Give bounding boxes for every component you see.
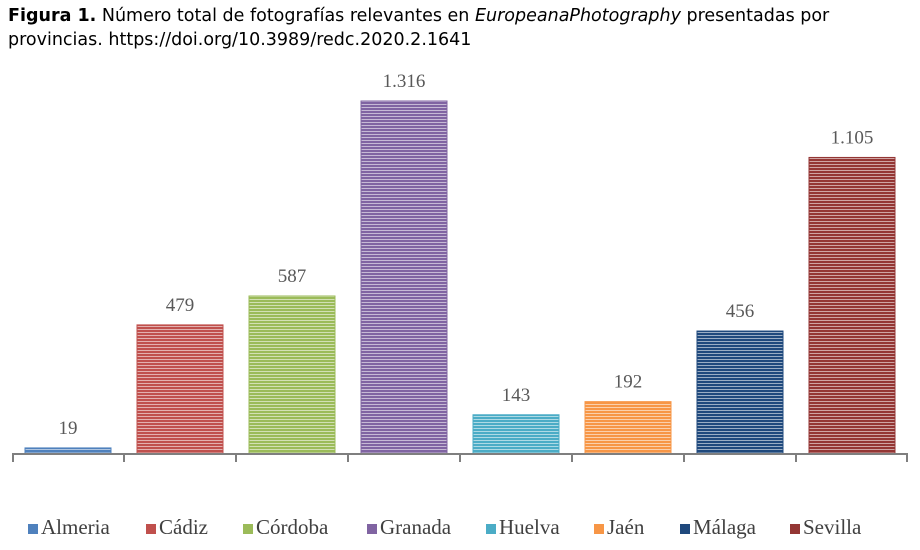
value-label-cadiz: 479: [166, 295, 195, 316]
legend-swatch-sevilla: [790, 524, 800, 534]
bars-group: [24, 100, 896, 454]
legend-swatch-cordoba: [243, 524, 253, 534]
value-label-jaen: 192: [614, 372, 643, 393]
legend-swatch-almeria: [28, 524, 38, 534]
legend-label-huelva: Huelva: [499, 515, 560, 539]
legend-label-cadiz: Cádiz: [159, 515, 208, 539]
legend-swatch-huelva: [486, 524, 496, 534]
bar-sevilla: [808, 156, 896, 454]
value-label-malaga: 456: [726, 301, 755, 322]
caption-italic: EuropeanaPhotography: [474, 6, 681, 26]
value-labels-group: 19 479 587 1.316 143 192 456 1.105: [59, 71, 874, 439]
legend-swatch-jaen: [594, 524, 604, 534]
legend-swatch-cadiz: [146, 524, 156, 534]
legend-label-almeria: Almeria: [41, 515, 110, 539]
bar-jaen: [584, 401, 672, 454]
bar-cadiz: [136, 324, 224, 454]
caption-text-before: Número total de fotografías relevantes e…: [96, 6, 475, 26]
bar-malaga: [696, 330, 784, 454]
value-label-granada: 1.316: [383, 71, 426, 92]
value-label-sevilla: 1.105: [831, 127, 874, 148]
bar-almeria: [24, 447, 112, 454]
legend-label-sevilla: Sevilla: [803, 515, 862, 539]
value-label-cordoba: 587: [278, 266, 307, 287]
x-axis: [12, 453, 908, 462]
caption-text-after: presentadas por provincias. https://doi.…: [8, 6, 830, 50]
value-label-almeria: 19: [59, 418, 78, 439]
legend-label-granada: Granada: [380, 515, 452, 539]
figure-caption: Figura 1. Número total de fotografías re…: [8, 4, 913, 52]
legend-swatch-granada: [367, 524, 377, 534]
bar-granada: [360, 100, 448, 454]
caption-label: Figura 1.: [8, 6, 97, 26]
bar-huelva: [472, 414, 560, 454]
legend-swatch-malaga: [680, 524, 690, 534]
legend-label-jaen: Jaén: [607, 515, 645, 539]
bar-cordoba: [248, 295, 336, 454]
legend-label-cordoba: Córdoba: [256, 515, 329, 539]
legend: Almeria Cádiz Córdoba Granada Huelva Jaén Mála…: [28, 515, 862, 539]
legend-label-malaga: Málaga: [693, 515, 757, 539]
value-label-huelva: 143: [502, 385, 531, 406]
